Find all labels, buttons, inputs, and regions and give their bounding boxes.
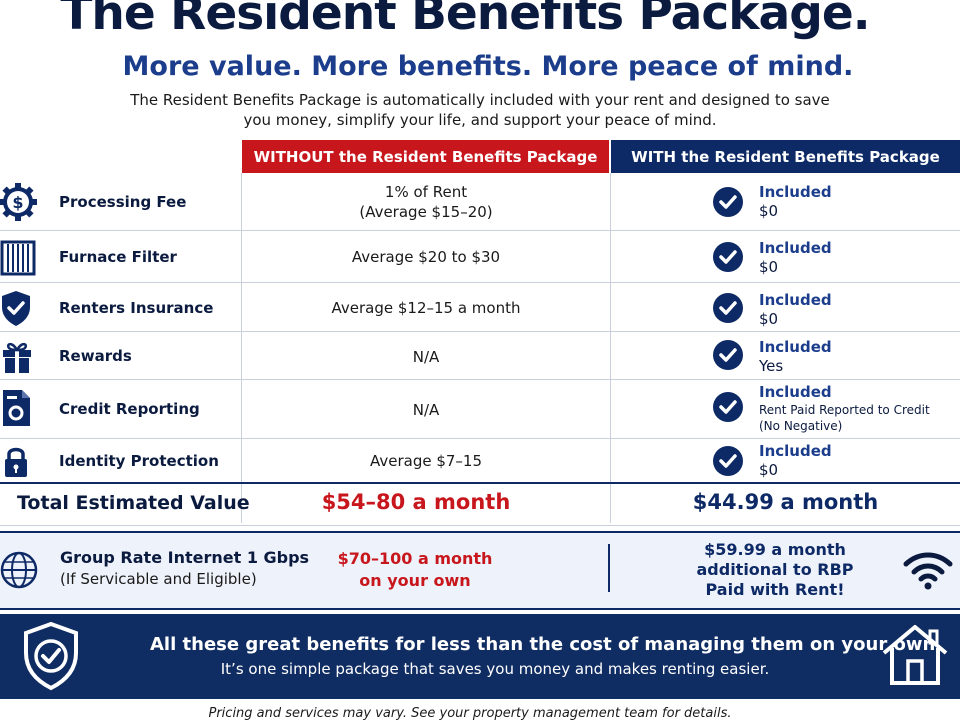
banner-title: All these great benefits for less than t… [150,634,943,655]
filter-icon [0,239,40,279]
check-icon [712,391,744,423]
row-label: Processing Fee [59,193,187,211]
page-subtitle: More value. More benefits. More peace of… [122,51,854,82]
column-divider [610,173,611,523]
row-label: Furnace Filter [59,248,177,266]
row-without-value: 1% of Rent [384,183,468,201]
row-with-value: Included $0 [759,291,832,328]
row-without-value: Average $7–15 [369,452,483,470]
check-icon [712,186,744,218]
internet-title: Group Rate Internet 1 Gbps [60,548,310,567]
gift-icon [0,338,40,378]
row-without-value: N/A [412,401,440,419]
row-without-value: Average $12–15 a month [331,299,521,317]
table-row: $ Processing Fee 1% of Rent (Average $15… [0,173,960,230]
header-with: WITH the Resident Benefits Package [611,140,960,173]
row-label: Renters Insurance [59,299,214,317]
internet-subtitle: (If Servicable and Eligible) [60,570,257,588]
header-without: WITHOUT the Resident Benefits Package [242,140,609,173]
internet-without-price: $70–100 a month on your own [337,549,493,590]
credit-report-icon [0,388,40,428]
row-label: Identity Protection [59,452,219,470]
internet-with-price: $59.99 a month additional to RBP Paid wi… [696,540,854,599]
internet-divider [608,544,610,592]
check-icon [712,292,744,324]
shield-check-icon [0,289,40,329]
row-with-value: Included $0 [759,442,832,479]
shield-check-icon [20,620,82,692]
row-label: Credit Reporting [59,400,200,418]
svg-text:$: $ [12,193,23,212]
table-row: Credit Reporting N/A Included Rent Paid … [0,379,960,439]
globe-icon [0,550,40,590]
row-with-value: Included Yes [759,338,832,375]
row-without-value: Average $20 to $30 [351,248,501,266]
check-icon [712,339,744,371]
total-without: $54–80 a month [321,490,511,514]
lock-icon [0,443,40,483]
house-icon [880,623,950,687]
table-row: Identity Protection Average $7–15 Includ… [0,438,960,483]
wifi-icon [902,548,954,592]
row-with-value: Included $0 [759,183,832,220]
row-with-value: Included Rent Paid Reported to Credit (N… [759,383,930,433]
table-row: Renters Insurance Average $12–15 a month… [0,282,960,332]
dollar-gear-icon: $ [0,183,40,223]
row-with-value: Included $0 [759,239,832,276]
check-icon [712,445,744,477]
total-row [0,482,960,526]
total-label: Total Estimated Value [17,492,250,514]
table-row: Rewards N/A Included Yes [0,331,960,380]
banner-subtitle: It’s one simple package that saves you m… [220,660,770,678]
row-label: Rewards [59,347,132,365]
internet-section [0,531,960,610]
intro-text: The Resident Benefits Package is automat… [130,91,830,129]
page-title: The Resident Benefits Package. [60,0,870,41]
check-icon [712,241,744,273]
bottom-banner [0,614,960,699]
disclaimer: Pricing and services may vary. See your … [208,706,732,721]
row-without-value: N/A [412,348,440,366]
table-row: Furnace Filter Average $20 to $30 Includ… [0,230,960,283]
total-with: $44.99 a month [692,490,879,514]
row-without-value-detail: (Average $15–20) [359,203,493,221]
column-divider [241,173,242,523]
